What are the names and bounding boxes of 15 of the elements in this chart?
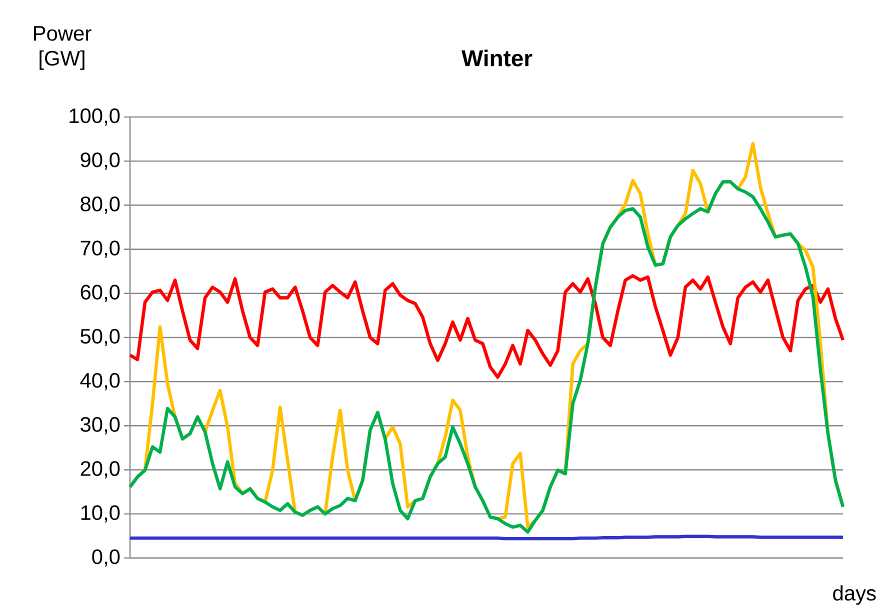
y-tick-label: 10,0	[81, 505, 120, 523]
chart-title: Winter	[461, 50, 532, 66]
y-tick-label: 50,0	[80, 328, 120, 346]
y-tick-label: 70,0	[80, 240, 120, 258]
y-tick-label: 80,0	[80, 196, 120, 214]
y-tick-label: 40,0	[80, 372, 120, 390]
y-tick-label: 60,0	[80, 284, 120, 302]
y-tick-label: 100,0	[70, 108, 120, 126]
y-axis-title: Power [GW]	[34, 26, 92, 70]
y-tick-label: 20,0	[80, 461, 120, 478]
y-tick-label: 30,0	[80, 417, 120, 434]
line-series	[128, 274, 845, 379]
y-tick-label: 90,0	[80, 152, 120, 170]
y-tick-label: 0,0	[92, 549, 120, 567]
x-axis-title: days	[833, 585, 876, 605]
